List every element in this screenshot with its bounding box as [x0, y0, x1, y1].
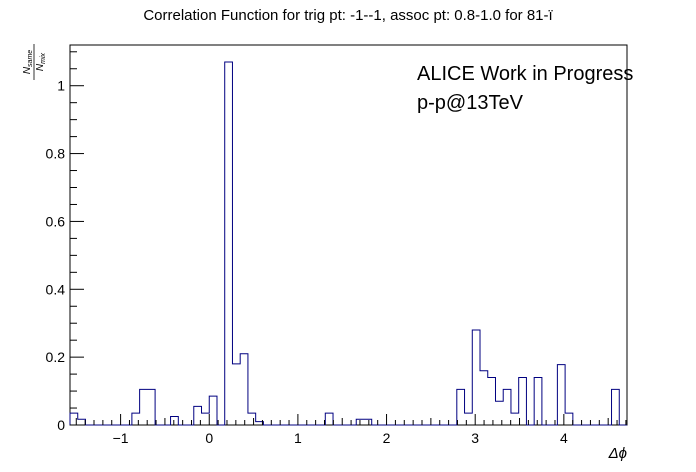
histogram-bin: [519, 378, 527, 426]
y-axis-label: Nsame Nmix: [22, 44, 47, 80]
x-tick-label: 3: [471, 430, 479, 446]
plot-frame: [69, 44, 628, 426]
histogram-bin: [225, 62, 233, 425]
histogram-bin: [534, 378, 542, 426]
histogram-bin: [472, 330, 480, 425]
x-axis-ticks: −1 0 1 2 3 4: [75, 414, 627, 446]
x-axis-label: Δϕ: [608, 445, 627, 462]
y-tick-label: 0.4: [46, 281, 66, 297]
histogram-bin: [209, 396, 217, 425]
histogram-bin: [248, 413, 256, 425]
histogram-bin: [171, 417, 179, 425]
histogram-bin: [503, 389, 511, 425]
histogram-bin: [488, 378, 496, 426]
histogram-bin: [480, 371, 488, 425]
histogram-bin: [457, 389, 465, 425]
y-tick-label: 0: [57, 417, 65, 433]
y-tick-label: 1: [57, 78, 65, 94]
histogram-bin: [202, 413, 210, 425]
histogram-bin: [240, 354, 248, 425]
histogram-bin: [465, 413, 473, 425]
histogram-bin: [325, 413, 333, 425]
x-tick-label: −1: [113, 430, 129, 446]
x-tick-label: 0: [205, 430, 213, 446]
y-label-denominator: Nmix: [35, 52, 47, 71]
histogram-bin: [147, 389, 155, 425]
x-tick-label: 4: [560, 430, 568, 446]
histogram-bin: [78, 419, 86, 425]
histogram-bins: [70, 62, 619, 425]
y-tick-label: 0.2: [46, 349, 66, 365]
histogram-bin: [511, 413, 519, 425]
histogram-bin: [364, 419, 372, 425]
x-tick-label: 2: [383, 430, 391, 446]
y-axis-ticks: 0 0.2 0.4 0.6 0.8 1: [46, 51, 84, 433]
y-tick-label: 0.8: [46, 146, 66, 162]
y-tick-label: 0.6: [46, 213, 66, 229]
histogram-bin: [140, 389, 148, 425]
annotation-alice: ALICE Work in Progress: [417, 63, 633, 85]
histogram-step-line: [69, 61, 627, 426]
annotation-collision-system: p-p@13TeV: [417, 92, 524, 114]
y-label-numerator: Nsame: [22, 50, 34, 74]
histogram-bin: [565, 413, 573, 425]
x-tick-label: 1: [294, 430, 302, 446]
histogram-bin: [612, 389, 620, 425]
chart-title: Correlation Function for trig pt: -1--1,…: [143, 7, 553, 24]
histogram-bin: [232, 364, 240, 425]
